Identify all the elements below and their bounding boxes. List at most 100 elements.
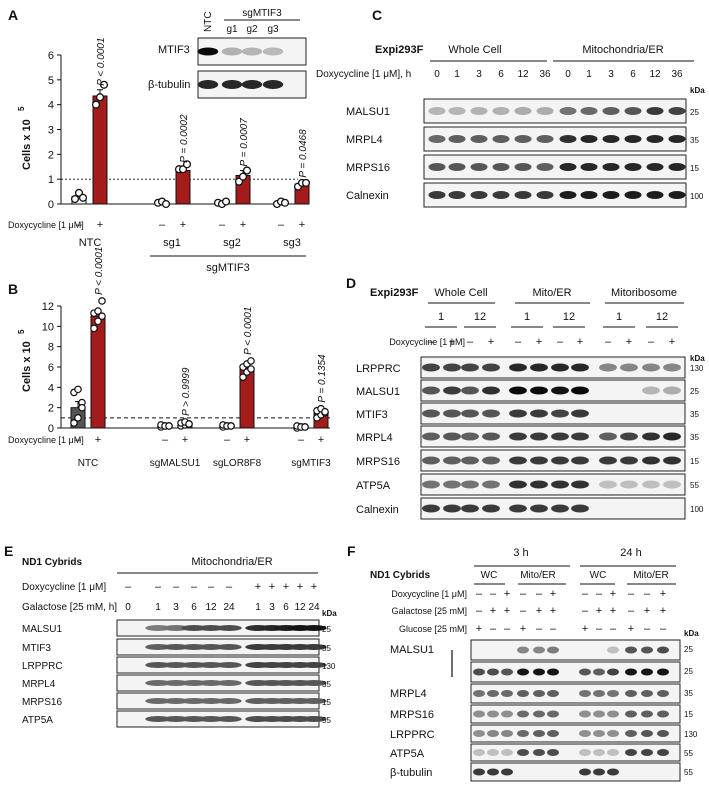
y-axis-label: Cells x 10 [21,341,33,392]
blot-row-mrps16-band [602,163,620,171]
blot-row-label: MRPS16 [346,162,390,174]
group-label: sg2 [223,237,241,249]
blot-row-calnexin-band [580,191,598,199]
galactose-label: 0 [125,602,131,613]
treatment-sign: – [644,588,651,600]
blot-row-lrpprc-band [461,363,479,372]
treatment-label: Doxycycline [1 μM] [391,589,467,599]
treatment-sign: – [490,623,497,635]
kda-marker: 55 [322,716,331,725]
treatment-sign: + [536,336,542,348]
blot-row-calnexin-band [668,191,686,199]
y-tick-label: 4 [48,100,54,112]
blot-row-calnexin-band [530,504,548,513]
treatment-sign: – [162,434,169,446]
treatment-label: Doxycycline [1 μM] [8,220,84,230]
blot-row-mrpl4-band [145,680,171,686]
section-label: Whole Cell [434,287,487,299]
blot-row-label: Calnexin [346,190,389,202]
blot-row-malsu1-band [461,386,479,395]
bar [90,315,106,429]
blot-row-atp5a-band [509,480,527,489]
treatment-sign: – [648,336,655,348]
blot-row-atp5a-band [461,480,479,489]
blot-row-atp5a-band [517,749,529,756]
blot-row-mrpl4-band [579,690,591,697]
blot-row-mrpl4-band [422,432,440,441]
blot-row-β-tubulin-band [607,768,619,776]
blot-row-mrpl4-band [593,690,605,697]
time-label: 1 [616,311,622,323]
treatment-sign: + [669,336,675,348]
y-tick-label: 12 [42,301,54,313]
treatment-sign: – [224,434,231,446]
blot-row-label: ATP5A [22,715,53,726]
kda-marker: 130 [684,730,698,739]
blot-row-label: MRPL4 [390,688,427,700]
group-label: sg3 [283,237,301,249]
blot-row-malsu1-band [668,107,686,115]
galactose-label: 24 [223,602,235,613]
blot-row-mrpl4-band [492,135,510,143]
treatment-sign: + [180,219,186,231]
blot-row-mrpl4-band [547,690,559,697]
blot-row-mrpl4-band [473,690,485,697]
blot-row-calnexin-band [624,191,642,199]
blot-row-β-tubulin-band [579,768,591,776]
blot-row-malsu1-long-band [641,668,653,676]
blot-row-malsu1-band [641,646,653,654]
treatment-sign: + [97,219,103,231]
blot-row-mtif3-band [551,409,569,418]
blot-row-mrps16-band [607,710,619,718]
blot-row-mrps16-band [642,456,660,465]
treatment-sign: – [155,581,162,593]
blot-row-lrpprc-band [599,363,617,372]
treatment-label: Galactose [25 mM] [391,606,467,616]
treatment-sign: – [582,588,589,600]
blot-row-atp5a-band [533,749,545,756]
treatment-sign: – [515,336,522,348]
inset-blot-tubulin-band [221,80,243,89]
blot-row-lrpprc-band [443,363,461,372]
blot-row-lrpprc-band [571,363,589,372]
blot-row-mtif3-band [530,409,548,418]
treatment-label: Doxycycline [1 μM] [389,337,465,347]
treatment-sign: – [467,336,474,348]
blot-row-mrpl4-band [448,135,466,143]
timepoint-label: 36 [671,69,683,80]
inset-blot-mtif3-band [241,47,263,56]
treatment-sign: – [76,219,83,231]
data-point [238,172,248,181]
blot-row-lrpprc-band [163,662,189,668]
treatment-sign: – [520,588,527,600]
blot-row-malsu1-band [624,107,642,115]
blot-row-label: ATP5A [356,480,391,492]
treatment-sign: – [628,588,635,600]
blot-row-malsu1-band [646,107,664,115]
data-point [161,199,171,209]
blot-row-lrpprc-frame [470,724,681,743]
data-point [98,297,106,305]
y-axis-label-sup: 5 [17,329,26,334]
blot-row-mtif3-band [509,409,527,418]
blot-row-atp5a-band [579,749,591,756]
blot-row-mrps16-band [620,456,638,465]
treatment-sign: – [550,623,557,635]
blot-row-atp5a-band [620,480,638,489]
kda-marker: 55 [684,768,693,777]
blot-row-mrps16-band [624,163,642,171]
blot-row-mrpl4-band [607,690,619,697]
blot-row-atp5a-band [641,749,653,756]
blot-row-mrpl4-band [663,432,681,441]
treatment-sign: + [311,581,317,593]
treatment-sign: – [536,588,543,600]
y-tick-label: 0 [48,199,54,211]
blot-row-lrpprc-band [657,730,669,737]
blot-row-mrpl4-band [620,432,638,441]
blot-row-β-tubulin-band [593,768,605,776]
kda-marker: 55 [684,749,693,758]
blot-row-mrpl4-band [301,680,327,686]
blot-row-β-tubulin-band [473,768,485,776]
p-value-label: P < 0.0001 [96,37,107,85]
